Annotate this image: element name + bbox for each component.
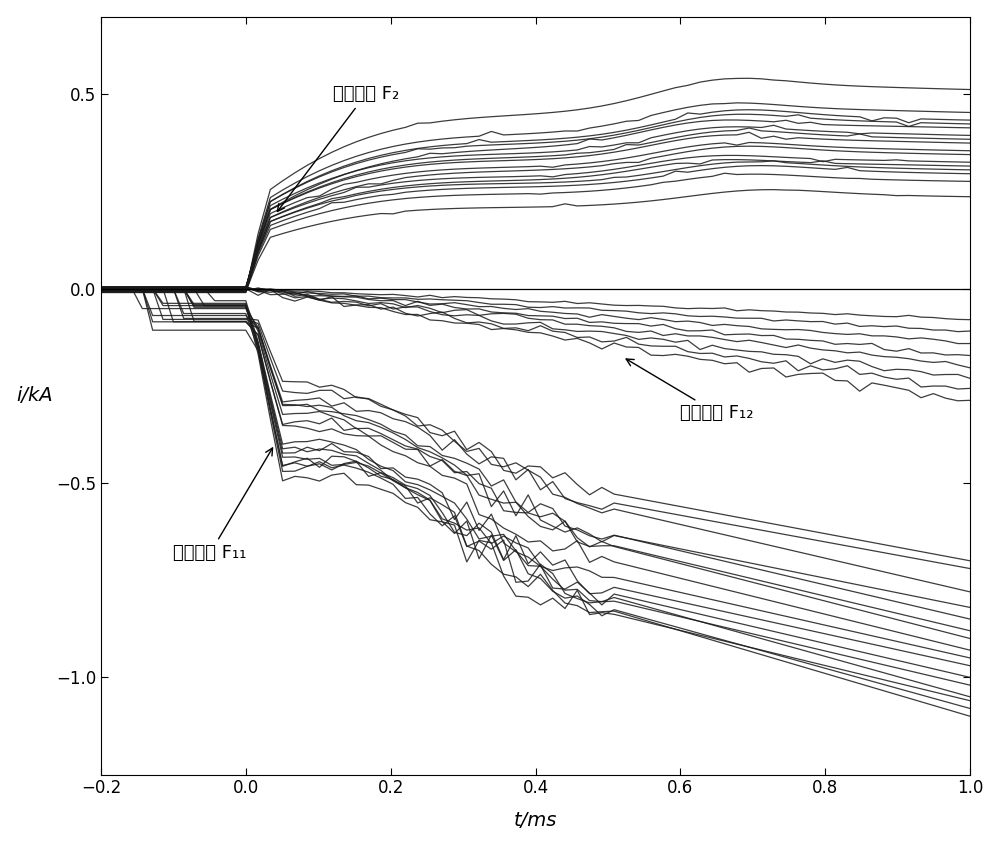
- Y-axis label: i/kA: i/kA: [17, 386, 53, 405]
- Text: 正向故障 F₁₂: 正向故障 F₁₂: [626, 359, 754, 422]
- Text: 正向故障 F₁₁: 正向故障 F₁₁: [173, 448, 273, 562]
- X-axis label: t/ms: t/ms: [514, 811, 557, 830]
- Text: 反向故障 F₂: 反向故障 F₂: [277, 86, 399, 212]
